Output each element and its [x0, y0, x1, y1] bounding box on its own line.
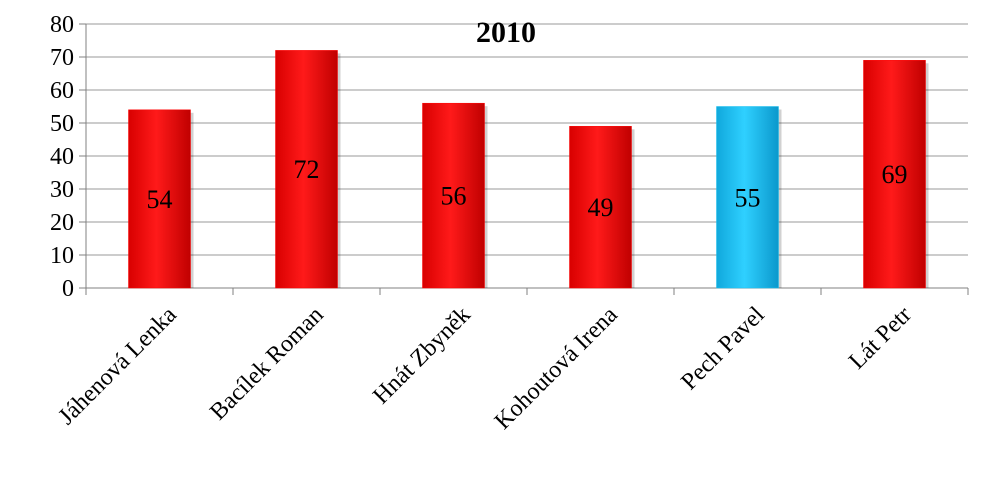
bar-0 — [128, 109, 191, 289]
data-label: 49 — [588, 193, 614, 222]
category-label: Pech Pavel — [676, 302, 770, 396]
bar-1 — [275, 50, 338, 289]
category-label: Lát Petr — [844, 302, 917, 375]
y-tick-label: 0 — [62, 276, 74, 302]
data-label: 56 — [441, 182, 467, 211]
y-tick-label: 30 — [50, 177, 74, 203]
data-label: 54 — [147, 185, 173, 214]
data-label: 55 — [735, 183, 761, 212]
y-tick-label: 70 — [50, 45, 74, 71]
y-tick-label: 20 — [50, 210, 74, 236]
y-tick-label: 50 — [50, 111, 74, 137]
category-label: Bacílek Roman — [205, 302, 328, 425]
bar-3 — [569, 126, 632, 289]
y-tick-label: 40 — [50, 144, 74, 170]
category-label: Kohoutová Irena — [490, 302, 623, 435]
gridlines — [86, 23, 968, 256]
bars — [128, 50, 929, 289]
bar-5 — [863, 60, 926, 289]
data-label: 69 — [882, 160, 908, 189]
category-label: Hnát Zbyněk — [368, 302, 475, 409]
y-tick-label: 80 — [50, 12, 74, 38]
bar-2 — [422, 102, 485, 289]
data-label: 72 — [294, 155, 320, 184]
chart-title: 2010 — [476, 16, 536, 49]
axes — [79, 23, 969, 295]
y-tick-label: 10 — [50, 243, 74, 269]
bar-4 — [716, 106, 779, 289]
category-label: Jáhenová Lenka — [54, 302, 182, 430]
y-tick-label: 60 — [50, 78, 74, 104]
